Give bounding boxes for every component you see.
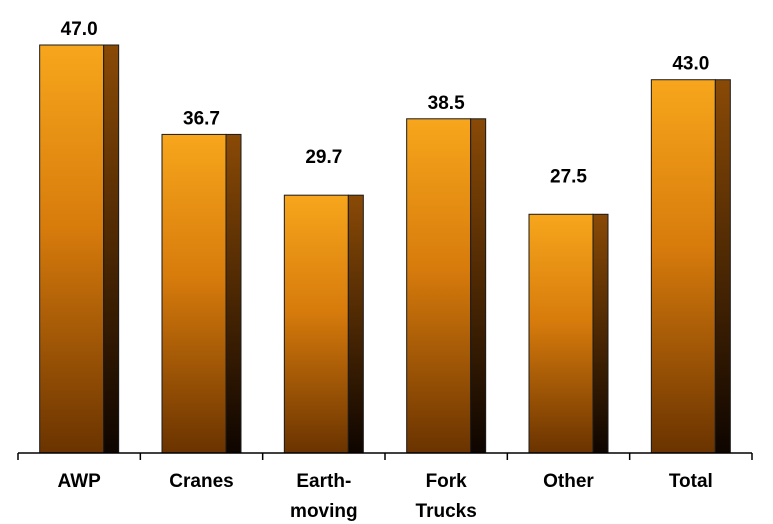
value-label: 27.5 [550, 166, 587, 187]
value-label: 43.0 [672, 54, 709, 75]
value-labels: 47.0 36.7 29.7 38.5 27.5 43.0 [61, 19, 710, 187]
category-label-line: Other [543, 471, 594, 492]
x-axis-ticks [17, 453, 753, 460]
bar [161, 133, 242, 454]
category-label-line: Cranes [169, 471, 233, 492]
bar [406, 118, 487, 454]
value-label: 47.0 [61, 19, 98, 40]
bar [283, 194, 364, 454]
category-label-line: Total [669, 471, 713, 492]
bar [39, 44, 120, 454]
category-label-line: AWP [58, 471, 102, 492]
bar-front [39, 44, 105, 454]
category-label-line: moving [290, 501, 358, 522]
bar [528, 213, 609, 454]
category-label: Other [543, 471, 594, 492]
bars-group [39, 44, 731, 454]
category-label: Total [669, 471, 713, 492]
bar-front [406, 118, 472, 454]
value-label: 38.5 [428, 93, 465, 114]
category-label: AWP [58, 471, 102, 492]
bar-side [103, 44, 120, 454]
bar-front [283, 194, 349, 454]
bar-side [225, 133, 242, 454]
category-label: Fork Trucks [416, 471, 477, 522]
category-label-line: Fork [426, 471, 468, 492]
category-labels: AWP Cranes Earth-moving Fork Trucks Other Tota… [58, 471, 713, 522]
value-label: 36.7 [183, 108, 220, 129]
category-label-line: Earth- [296, 471, 351, 492]
bar-front [528, 213, 594, 454]
category-label: Earth-moving [290, 471, 358, 522]
bar-front [650, 79, 716, 454]
bar [650, 79, 731, 454]
bar-front [161, 133, 227, 454]
bar-side [714, 79, 731, 454]
category-label-line: Trucks [416, 501, 477, 522]
category-label: Cranes [169, 471, 233, 492]
bar-side [470, 118, 487, 454]
bar-side [592, 213, 609, 454]
bar-side [347, 194, 364, 454]
value-label: 29.7 [305, 147, 342, 168]
